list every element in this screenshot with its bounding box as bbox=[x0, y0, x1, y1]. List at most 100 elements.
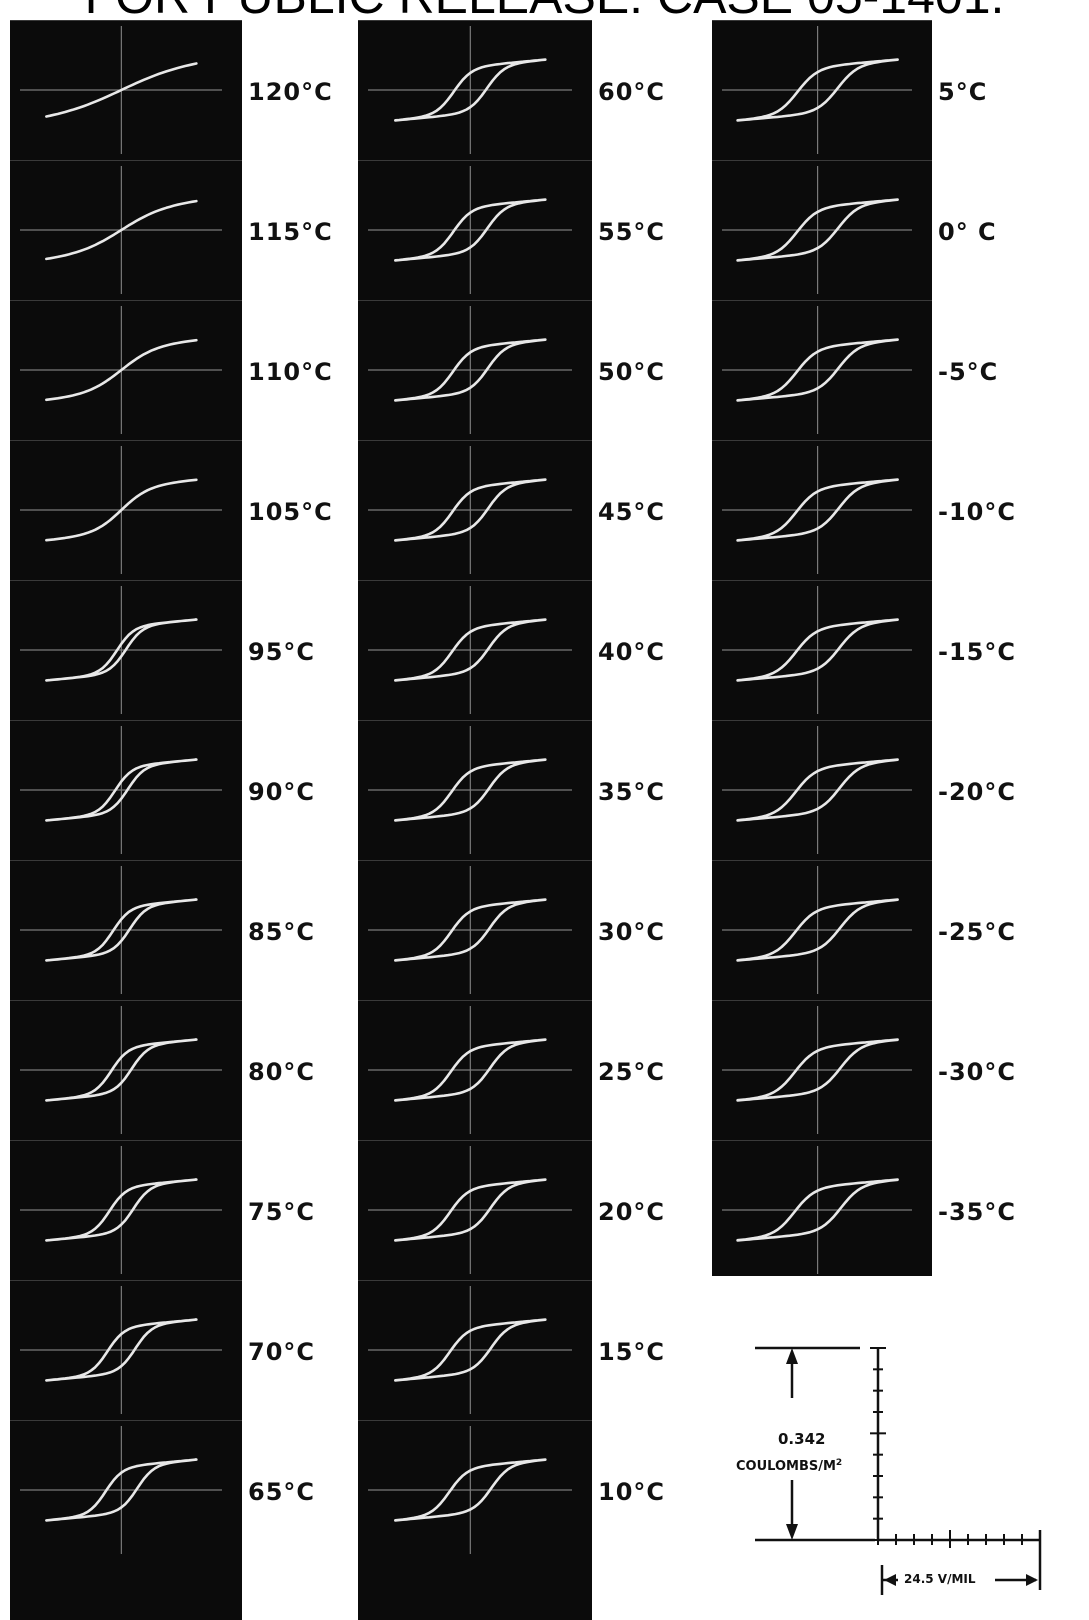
hysteresis-loop-trace bbox=[358, 1280, 592, 1414]
temperature-label: 110°C bbox=[248, 358, 333, 386]
hysteresis-frame bbox=[358, 440, 592, 580]
temperature-label: 40°C bbox=[598, 638, 666, 666]
temperature-label: 85°C bbox=[248, 918, 316, 946]
hysteresis-loop-trace bbox=[10, 20, 242, 154]
scale-reference-diagram bbox=[755, 1346, 1042, 1595]
hysteresis-loop-trace bbox=[358, 860, 592, 994]
hysteresis-frame bbox=[10, 1420, 242, 1560]
oscillogram-strip-right bbox=[712, 20, 932, 1276]
hysteresis-frame bbox=[712, 20, 932, 160]
hysteresis-frame bbox=[10, 1140, 242, 1280]
hysteresis-loop-trace bbox=[10, 1140, 242, 1274]
hysteresis-loop-trace bbox=[712, 160, 932, 294]
hysteresis-frame bbox=[712, 1140, 932, 1280]
temperature-label: 105°C bbox=[248, 498, 333, 526]
hysteresis-frame bbox=[712, 720, 932, 860]
hysteresis-loop-trace bbox=[712, 440, 932, 574]
hysteresis-frame bbox=[10, 20, 242, 160]
hysteresis-loop-trace bbox=[358, 20, 592, 154]
hysteresis-frame bbox=[712, 160, 932, 300]
hysteresis-loop-trace bbox=[10, 1000, 242, 1134]
temperature-label: -20°C bbox=[938, 778, 1016, 806]
temperature-label: 80°C bbox=[248, 1058, 316, 1086]
scale-vertical-unit-exponent: 2 bbox=[835, 1458, 843, 1468]
scale-vertical-unit-text: COULOMBS/M bbox=[736, 1459, 836, 1475]
temperature-label: 70°C bbox=[248, 1338, 316, 1366]
hysteresis-loop-trace bbox=[712, 20, 932, 154]
hysteresis-frame bbox=[358, 300, 592, 440]
hysteresis-frame bbox=[712, 440, 932, 580]
temperature-label: 90°C bbox=[248, 778, 316, 806]
temperature-label: -35°C bbox=[938, 1198, 1016, 1226]
hysteresis-loop-trace bbox=[10, 440, 242, 574]
temperature-label: 60°C bbox=[598, 78, 666, 106]
temperature-label: 55°C bbox=[598, 218, 666, 246]
temperature-label: 10°C bbox=[598, 1478, 666, 1506]
hysteresis-loop-trace bbox=[10, 300, 242, 434]
temperature-label: -15°C bbox=[938, 638, 1016, 666]
hysteresis-frame bbox=[712, 1000, 932, 1140]
temperature-label: 65°C bbox=[248, 1478, 316, 1506]
hysteresis-loop-trace bbox=[712, 1000, 932, 1134]
hysteresis-frame bbox=[10, 160, 242, 300]
hysteresis-loop-trace bbox=[358, 580, 592, 714]
hysteresis-frame bbox=[358, 160, 592, 300]
hysteresis-frame bbox=[10, 1280, 242, 1420]
temperature-label: -10°C bbox=[938, 498, 1016, 526]
scale-vertical-unit: COULOMBS/M2 bbox=[736, 1458, 842, 1474]
hysteresis-frame bbox=[358, 860, 592, 1000]
hysteresis-frame bbox=[358, 580, 592, 720]
hysteresis-loop-trace bbox=[10, 1420, 242, 1554]
temperature-label: 25°C bbox=[598, 1058, 666, 1086]
temperature-label: 95°C bbox=[248, 638, 316, 666]
temperature-label: -30°C bbox=[938, 1058, 1016, 1086]
hysteresis-loop-trace bbox=[358, 160, 592, 294]
hysteresis-frame bbox=[10, 1000, 242, 1140]
hysteresis-loop-trace bbox=[358, 720, 592, 854]
temperature-label: 115°C bbox=[248, 218, 333, 246]
temperature-label: 0° C bbox=[938, 218, 997, 246]
hysteresis-loop-trace bbox=[10, 860, 242, 994]
oscillogram-strip-middle bbox=[358, 20, 592, 1620]
hysteresis-frame bbox=[358, 1000, 592, 1140]
hysteresis-loop-trace bbox=[712, 860, 932, 994]
temperature-label: 30°C bbox=[598, 918, 666, 946]
hysteresis-loop-trace bbox=[712, 720, 932, 854]
hysteresis-frame bbox=[10, 860, 242, 1000]
temperature-label: 35°C bbox=[598, 778, 666, 806]
temperature-label: 45°C bbox=[598, 498, 666, 526]
scale-vertical-value: 0.342 bbox=[778, 1430, 826, 1448]
temperature-label: -25°C bbox=[938, 918, 1016, 946]
hysteresis-frame bbox=[10, 720, 242, 860]
hysteresis-loop-trace bbox=[712, 580, 932, 714]
hysteresis-loop-trace bbox=[10, 1280, 242, 1414]
hysteresis-frame bbox=[10, 300, 242, 440]
hysteresis-frame bbox=[358, 1140, 592, 1280]
hysteresis-loop-trace bbox=[10, 580, 242, 714]
hysteresis-frame bbox=[10, 440, 242, 580]
hysteresis-frame bbox=[358, 20, 592, 160]
temperature-label: -5°C bbox=[938, 358, 999, 386]
temperature-label: 15°C bbox=[598, 1338, 666, 1366]
hysteresis-frame bbox=[712, 580, 932, 720]
hysteresis-loop-trace bbox=[712, 300, 932, 434]
temperature-label: 50°C bbox=[598, 358, 666, 386]
temperature-label: 75°C bbox=[248, 1198, 316, 1226]
hysteresis-frame bbox=[358, 1420, 592, 1560]
hysteresis-loop-trace bbox=[10, 160, 242, 294]
scale-horizontal-label: 24.5 V/MIL bbox=[904, 1572, 976, 1586]
temperature-label: 120°C bbox=[248, 78, 333, 106]
hysteresis-frame bbox=[358, 720, 592, 860]
hysteresis-loop-trace bbox=[358, 1000, 592, 1134]
hysteresis-frame bbox=[358, 1280, 592, 1420]
hysteresis-loop-trace bbox=[10, 720, 242, 854]
hysteresis-frame bbox=[10, 580, 242, 720]
hysteresis-loop-trace bbox=[358, 1140, 592, 1274]
hysteresis-frame bbox=[712, 300, 932, 440]
oscillogram-strip-left bbox=[10, 20, 242, 1620]
temperature-label: 5°C bbox=[938, 78, 988, 106]
hysteresis-loop-trace bbox=[712, 1140, 932, 1274]
hysteresis-loop-trace bbox=[358, 440, 592, 574]
hysteresis-frame bbox=[712, 860, 932, 1000]
hysteresis-loop-trace bbox=[358, 1420, 592, 1554]
